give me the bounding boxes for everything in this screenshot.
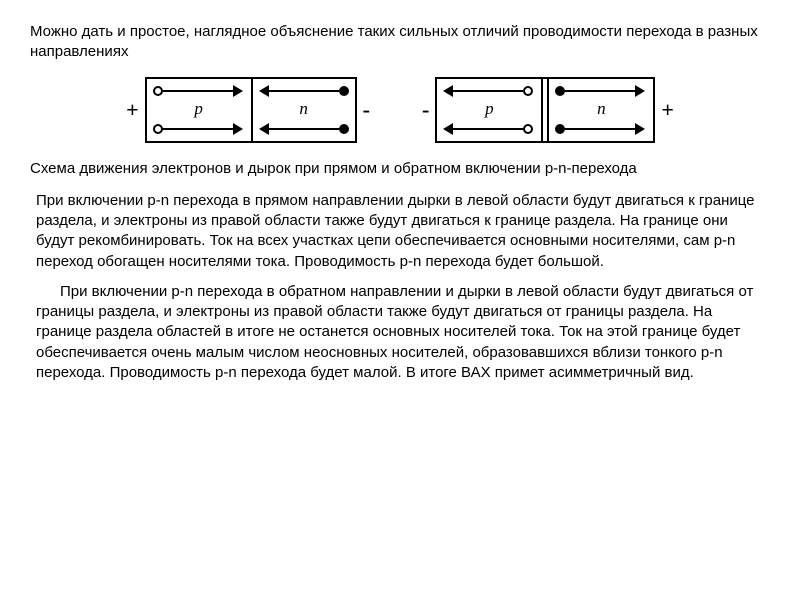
hole-arrow-left bbox=[443, 122, 533, 136]
reverse-bias-diagram: - p n + bbox=[416, 77, 680, 143]
reverse-right-sign: + bbox=[655, 95, 680, 125]
reverse-left-sign: - bbox=[416, 95, 435, 125]
reverse-p-region: p bbox=[437, 79, 541, 141]
reverse-n-region: n bbox=[549, 79, 653, 141]
electron-arrow-right bbox=[555, 84, 645, 98]
forward-bias-paragraph: При включении p-n перехода в прямом напр… bbox=[36, 191, 770, 272]
forward-n-region: n bbox=[251, 79, 355, 141]
forward-p-region: p bbox=[147, 79, 251, 141]
forward-right-sign: - bbox=[357, 95, 376, 125]
p-label: p bbox=[153, 101, 245, 119]
electron-arrow-right bbox=[555, 122, 645, 136]
n-label: n bbox=[555, 101, 647, 119]
reverse-bias-paragraph: При включении p-n перехода в обратном на… bbox=[36, 282, 770, 383]
depletion-region-divider bbox=[541, 79, 549, 141]
p-label: p bbox=[443, 101, 535, 119]
diagram-caption: Схема движения электронов и дырок при пр… bbox=[30, 159, 770, 179]
hole-arrow-right bbox=[153, 84, 243, 98]
forward-box: p n bbox=[145, 77, 357, 143]
forward-bias-diagram: + p n - bbox=[120, 77, 376, 143]
pn-junction-diagrams: + p n - - bbox=[30, 77, 770, 143]
electron-arrow-left bbox=[259, 122, 349, 136]
electron-arrow-left bbox=[259, 84, 349, 98]
forward-left-sign: + bbox=[120, 95, 145, 125]
hole-arrow-right bbox=[153, 122, 243, 136]
hole-arrow-left bbox=[443, 84, 533, 98]
reverse-box: p n bbox=[435, 77, 655, 143]
intro-text: Можно дать и простое, наглядное объяснен… bbox=[30, 22, 770, 63]
n-label: n bbox=[259, 101, 349, 119]
